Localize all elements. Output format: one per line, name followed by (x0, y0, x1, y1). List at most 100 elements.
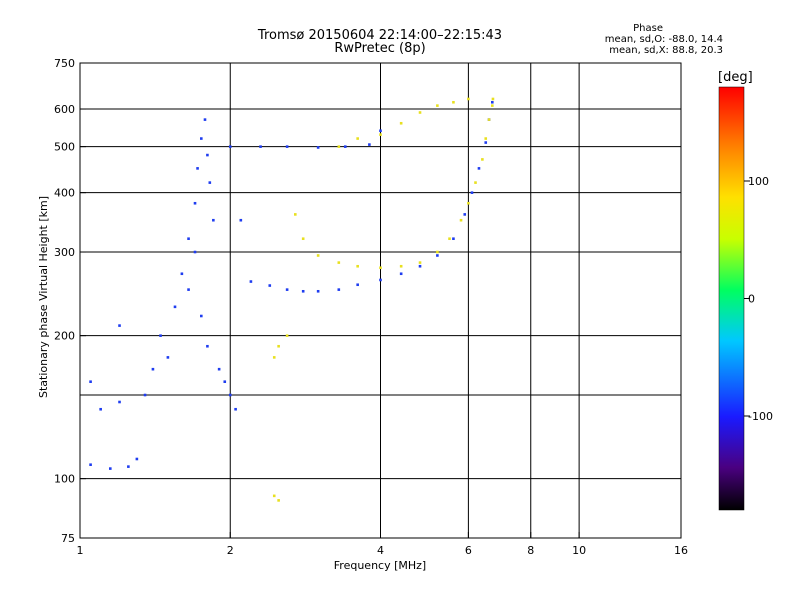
data-point (356, 264, 359, 268)
data-point (418, 264, 422, 268)
data-point (316, 254, 320, 257)
data-point (467, 201, 470, 205)
data-point (259, 145, 262, 148)
data-point (277, 344, 280, 348)
x-tick-label: 8 (527, 544, 534, 557)
data-point (491, 100, 494, 104)
data-point (459, 218, 463, 222)
chart-title-line2: RwPretec (8p) (334, 41, 426, 56)
y-tick-label: 500 (54, 141, 75, 154)
data-point (436, 254, 439, 257)
data-point (316, 146, 320, 149)
colorbar (718, 86, 745, 511)
phase-stats-x: mean, sd,X: 88.8, 20.3 (609, 45, 723, 56)
data-point (143, 393, 147, 397)
y-tick-label: 600 (54, 103, 75, 116)
data-point (159, 334, 162, 337)
data-point (477, 167, 481, 170)
data-point (491, 97, 495, 101)
data-point (285, 145, 289, 148)
data-point (239, 218, 243, 222)
data-point (200, 314, 203, 318)
data-point (379, 266, 382, 270)
data-point (436, 104, 439, 107)
data-point (187, 288, 190, 291)
x-axis-label: Frequency [MHz] (333, 559, 427, 572)
chart-title-line1: Tromsø 20150604 22:14:00–22:15:43 (257, 28, 503, 43)
data-point (151, 367, 155, 371)
data-point (448, 237, 451, 241)
x-tick-label: 4 (377, 544, 384, 557)
data-point (356, 137, 359, 140)
data-point (268, 284, 272, 287)
data-point (99, 407, 102, 411)
data-point (89, 463, 92, 466)
data-point (166, 356, 170, 359)
data-point (484, 141, 488, 144)
data-point (272, 356, 276, 359)
data-point (418, 111, 422, 114)
data-point (418, 261, 422, 264)
data-point (118, 324, 121, 327)
colorbar-tick-label: 0 (748, 293, 755, 306)
x-tick-label: 10 (572, 544, 586, 557)
data-point (127, 465, 130, 468)
data-point (467, 97, 470, 101)
data-point (206, 153, 209, 157)
data-point (452, 237, 455, 241)
data-point (487, 118, 491, 121)
data-point (356, 283, 359, 287)
y-tick-label: 100 (54, 473, 75, 486)
data-point (228, 393, 232, 397)
data-point (180, 272, 184, 276)
data-point (399, 272, 403, 276)
data-point (272, 494, 276, 498)
data-point (463, 213, 467, 216)
data-point (187, 237, 190, 241)
data-point (399, 264, 403, 268)
data-point (379, 133, 382, 136)
data-point (193, 250, 197, 254)
data-point (294, 213, 297, 216)
data-point (368, 143, 371, 146)
x-tick-label: 16 (674, 544, 688, 557)
y-tick-label: 750 (54, 57, 75, 70)
x-tick-label: 2 (227, 544, 234, 557)
data-point (481, 158, 484, 161)
data-point (203, 118, 207, 121)
data-point (135, 457, 139, 461)
data-point (470, 191, 474, 194)
colorbar-label: [deg] (718, 70, 753, 85)
data-point (285, 288, 289, 291)
phase-heading: Phase (633, 23, 663, 34)
data-point (200, 137, 203, 140)
colorbar-ticks: 100 0 -100 (744, 175, 773, 423)
data-point (208, 181, 212, 184)
data-point (484, 137, 488, 140)
y-tick-label: 300 (54, 246, 75, 259)
data-point (173, 305, 177, 309)
x-tick-label: 6 (465, 544, 472, 557)
phase-stats-o: mean, sd,O: -88.0, 14.4 (604, 34, 723, 45)
data-point (277, 499, 280, 502)
data-point (452, 100, 455, 104)
data-point (196, 167, 199, 170)
data-point (379, 278, 382, 282)
y-tick-label: 75 (61, 532, 75, 545)
y-tick-label: 200 (54, 330, 75, 343)
data-point (474, 181, 477, 184)
x-axis-ticks: 1 2 4 6 8 10 16 (77, 532, 688, 557)
data-point (108, 467, 112, 470)
data-point (249, 280, 253, 283)
data-point (399, 121, 403, 125)
grid-lines (80, 63, 681, 538)
data-point (436, 250, 439, 254)
y-axis-ticks: 75 100 200 300 400 500 600 750 (54, 57, 86, 545)
colorbar-tick-label: -100 (748, 410, 773, 423)
data-point (285, 334, 289, 337)
data-points (89, 97, 495, 502)
x-tick-label: 1 (77, 544, 84, 557)
data-point (491, 104, 494, 107)
data-point (234, 407, 237, 411)
colorbar-tick-label: 100 (748, 175, 769, 188)
